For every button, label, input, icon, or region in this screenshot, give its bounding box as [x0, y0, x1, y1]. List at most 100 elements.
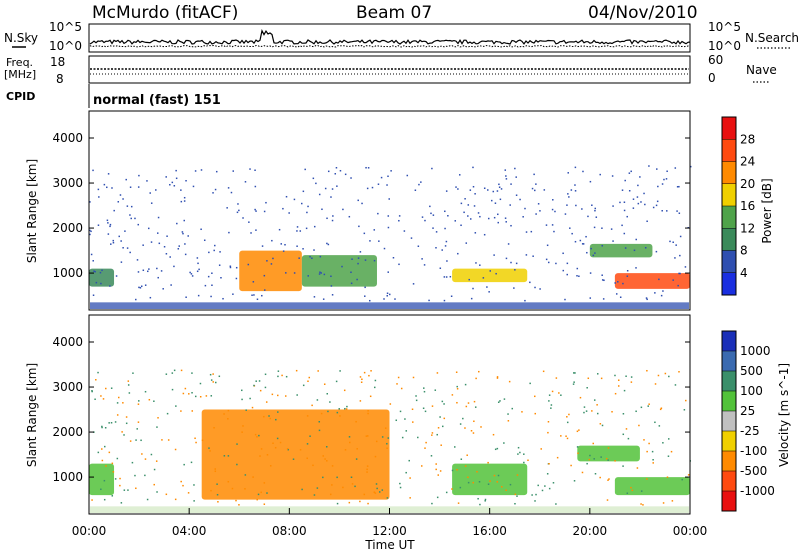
- colorbar-tick-label: -500: [740, 464, 767, 478]
- scatter-echo: [664, 372, 667, 375]
- scatter-echo: [464, 383, 467, 386]
- scatter-echo: [261, 245, 264, 247]
- scatter-echo: [583, 406, 586, 408]
- scatter-echo: [207, 275, 210, 278]
- scatter-echo: [431, 502, 433, 505]
- scatter-echo: [591, 410, 593, 412]
- scatter-echo: [475, 262, 477, 264]
- scatter-echo: [409, 477, 411, 479]
- scatter-echo: [595, 216, 598, 218]
- scatter-echo: [137, 223, 140, 226]
- scatter-echo: [278, 228, 281, 231]
- scatter-echo: [415, 399, 418, 402]
- scatter-echo: [517, 446, 520, 449]
- scatter-echo: [341, 265, 343, 268]
- scatter-echo: [482, 277, 485, 279]
- scatter-echo: [588, 458, 591, 461]
- scatter-echo: [451, 469, 454, 472]
- date-title: 04/Nov/2010: [588, 3, 698, 23]
- cpid-value: normal (fast) 151: [93, 93, 221, 108]
- scatter-echo: [631, 489, 634, 492]
- scatter-echo: [356, 448, 358, 450]
- scatter-echo: [298, 257, 300, 259]
- scatter-echo: [277, 370, 280, 372]
- scatter-echo: [100, 488, 102, 491]
- scatter-echo: [424, 447, 426, 449]
- scatter-echo: [632, 198, 635, 200]
- scatter-echo: [255, 380, 257, 382]
- scatter-echo: [594, 252, 596, 254]
- colorbar-swatch: [722, 351, 736, 371]
- colorbar-swatch: [722, 391, 736, 411]
- x-tick-label: 08:00: [272, 524, 307, 538]
- echo-region: [201, 409, 390, 500]
- scatter-echo: [306, 457, 308, 460]
- scatter-echo: [191, 275, 194, 277]
- velocity-echo-layer: [89, 369, 691, 513]
- scatter-echo: [662, 290, 664, 292]
- scatter-echo: [635, 410, 637, 413]
- scatter-echo: [258, 434, 260, 437]
- scatter-echo: [467, 476, 469, 479]
- scatter-echo: [119, 484, 121, 487]
- scatter-echo: [214, 188, 217, 191]
- velocity-y-axis-label: Slant Range [km]: [25, 363, 39, 467]
- scatter-echo: [100, 282, 102, 285]
- scatter-echo: [194, 437, 196, 440]
- scatter-echo: [635, 267, 637, 269]
- scatter-echo: [173, 185, 176, 187]
- scatter-echo: [214, 244, 216, 247]
- scatter-echo: [586, 387, 588, 389]
- scatter-echo: [606, 499, 609, 501]
- scatter-echo: [498, 183, 500, 186]
- scatter-echo: [444, 245, 447, 247]
- scatter-echo: [377, 212, 379, 215]
- scatter-echo: [125, 178, 127, 181]
- scatter-echo: [494, 202, 497, 204]
- scatter-echo: [271, 393, 274, 396]
- scatter-echo: [504, 169, 507, 171]
- colorbar-tick-label: 1000: [740, 344, 771, 358]
- scatter-echo: [646, 369, 648, 372]
- scatter-echo: [552, 199, 554, 201]
- scatter-echo: [521, 411, 523, 413]
- scatter-echo: [542, 370, 545, 373]
- scatter-echo: [423, 390, 426, 393]
- scatter-echo: [125, 422, 128, 425]
- colorbar-swatch: [722, 371, 736, 391]
- colorbar-swatch: [722, 411, 736, 431]
- scatter-echo: [424, 410, 427, 413]
- scatter-echo: [370, 370, 372, 372]
- scatter-echo: [157, 216, 160, 219]
- scatter-echo: [199, 395, 202, 398]
- scatter-echo: [125, 416, 128, 418]
- scatter-echo: [637, 184, 639, 187]
- scatter-echo: [465, 242, 468, 244]
- scatter-echo: [165, 373, 168, 375]
- scatter-echo: [211, 284, 213, 287]
- scatter-echo: [505, 178, 508, 180]
- scatter-echo: [381, 436, 384, 438]
- scatter-echo: [456, 388, 459, 390]
- scatter-echo: [327, 410, 329, 413]
- scatter-echo: [313, 225, 316, 228]
- scatter-echo: [194, 395, 197, 398]
- scatter-echo: [648, 442, 650, 445]
- scatter-echo: [539, 210, 541, 212]
- scatter-echo: [183, 463, 185, 466]
- scatter-echo: [689, 165, 692, 168]
- scatter-echo: [574, 372, 576, 374]
- scatter-echo: [116, 402, 119, 404]
- scatter-echo: [514, 502, 516, 505]
- scatter-echo: [212, 381, 214, 383]
- scatter-echo: [111, 462, 114, 465]
- scatter-echo: [197, 262, 199, 265]
- scatter-echo: [228, 231, 230, 234]
- scatter-echo: [555, 262, 557, 265]
- scatter-echo: [137, 186, 140, 188]
- scatter-echo: [572, 372, 575, 374]
- scatter-echo: [399, 486, 402, 489]
- scatter-echo: [645, 297, 648, 299]
- scatter-echo: [614, 282, 616, 284]
- scatter-echo: [357, 199, 359, 202]
